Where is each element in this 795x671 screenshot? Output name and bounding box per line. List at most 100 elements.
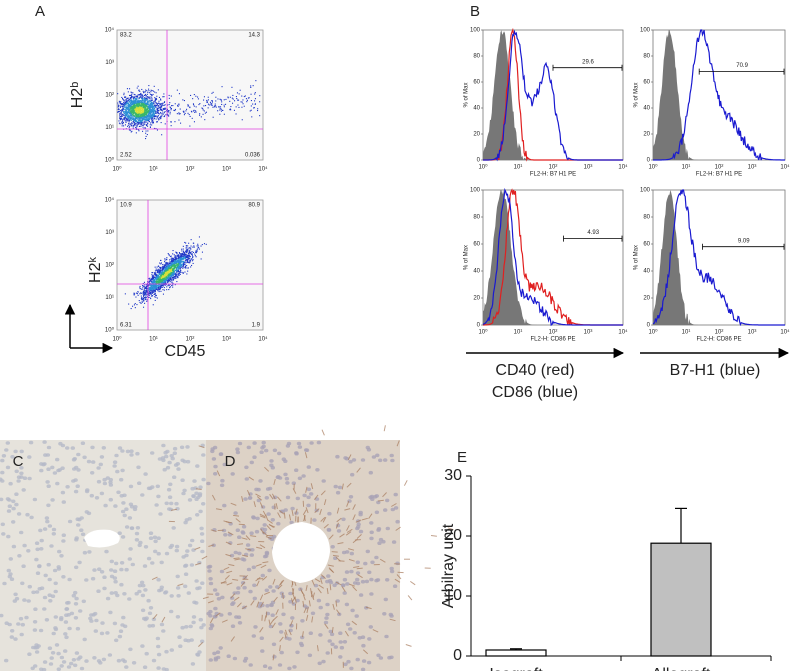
event-dot [150,96,151,97]
nucleus [33,620,37,624]
event-dot [150,124,151,125]
event-dot [160,116,161,117]
event-dot [157,116,158,117]
event-dot [163,272,164,273]
event-dot [144,92,145,93]
event-dot [259,115,260,116]
nucleus [306,496,310,500]
event-dot [159,274,160,275]
nucleus [136,466,140,470]
event-dot [150,122,151,123]
event-dot [120,106,121,107]
event-dot [179,273,180,274]
nucleus [249,531,253,535]
event-dot [129,126,130,127]
nucleus [82,600,86,604]
nucleus [84,578,88,582]
nucleus [268,666,272,670]
nucleus [338,486,342,490]
nucleus [109,568,113,572]
nucleus [123,514,127,518]
event-dot [164,280,165,281]
event-dot [130,123,131,124]
event-dot [157,130,158,131]
event-dot [155,273,156,274]
event-dot [141,112,142,113]
event-dot [153,304,154,305]
nucleus [240,557,244,561]
nucleus [236,528,240,532]
nucleus [156,666,160,670]
event-dot [210,102,211,103]
event-dot [157,274,158,275]
nucleus [82,456,86,460]
nucleus [207,569,211,573]
nucleus [97,567,101,571]
event-dot [178,261,179,262]
event-dot [138,292,139,293]
nucleus [182,489,186,493]
event-dot [162,113,163,114]
event-dot [175,258,176,259]
y-tick-label: 20 [473,132,480,138]
event-dot [172,259,173,260]
event-dot [142,285,143,286]
event-dot [168,268,169,269]
event-dot [150,111,151,112]
nucleus [247,446,251,450]
nucleus [116,491,120,495]
nucleus [10,629,14,633]
stain-streak [406,645,412,647]
nucleus [94,619,98,623]
nucleus [114,639,118,643]
event-dot [158,283,159,284]
event-dot [158,276,159,277]
nucleus [16,622,20,626]
nucleus [186,460,190,464]
event-dot [149,115,150,116]
event-dot [165,274,166,275]
nucleus [46,467,50,471]
nucleus [329,581,333,585]
event-dot [230,106,231,107]
event-dot [117,103,118,104]
event-dot [178,120,179,121]
nucleus [265,589,269,593]
event-dot [208,107,209,108]
event-dot [144,115,145,116]
event-dot [151,97,152,98]
nucleus [330,643,334,647]
event-dot [193,243,194,244]
event-dot [138,295,139,296]
event-dot [152,108,153,109]
nucleus [74,490,78,494]
event-dot [180,113,181,114]
event-dot [161,275,162,276]
nucleus [361,458,365,462]
event-dot [156,105,157,106]
event-dot [143,307,144,308]
nucleus [75,651,79,655]
event-dot [201,258,202,259]
event-dot [120,110,121,111]
nucleus [20,582,24,586]
nucleus [21,564,25,568]
nucleus [338,631,342,635]
event-dot [153,287,154,288]
nucleus [64,620,68,624]
nucleus [51,651,55,655]
nucleus [255,530,259,534]
event-dot [123,106,124,107]
event-dot [194,254,195,255]
nucleus [90,471,94,475]
event-dot [158,118,159,119]
event-dot [147,94,148,95]
nucleus [212,457,216,461]
nucleus [100,632,104,636]
nucleus [149,536,153,540]
event-dot [150,280,151,281]
event-dot [142,117,143,118]
event-dot [134,104,135,105]
event-dot [128,108,129,109]
nucleus [355,578,359,582]
